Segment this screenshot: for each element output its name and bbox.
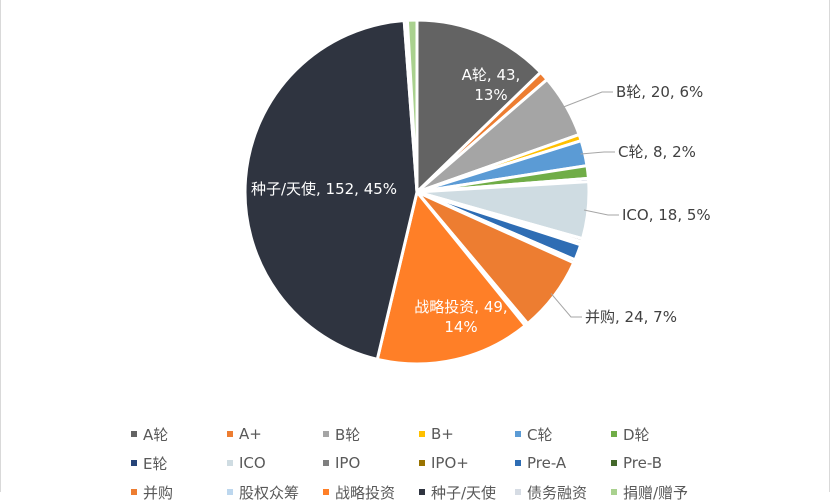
leader-line [583,209,619,216]
legend-label: 捐赠/赠予 [623,483,689,502]
legend-label: IPO [335,454,361,472]
leader-line [550,293,582,318]
legend-label: Pre-B [623,454,663,472]
legend-swatch [323,460,329,466]
legend-label: ICO [239,454,266,472]
legend-item: IPO [323,453,419,473]
legend-label: C轮 [527,425,553,444]
legend-label: B轮 [335,425,361,444]
legend-label: 种子/天使 [431,483,497,502]
pie-chart: A轮, 43, 13% B轮, 20, 6% C轮, 8, 2% ICO, 18, 5%… [243,18,711,366]
legend-swatch [131,431,137,437]
legend-label: 股权众筹 [239,483,300,502]
legend-item: Pre-A [515,453,611,473]
legend-swatch [323,431,329,437]
legend: A轮 A+ B轮 B+ C轮 D轮 E轮 ICO IPO IPO+ Pre-A Pre-B 并购 股权众筹… [131,424,731,502]
legend-item: IPO+ [419,453,515,473]
legend-swatch [323,489,329,495]
legend-label: 战略投资 [335,483,396,502]
data-label: C轮, 8, 2% [618,143,696,161]
legend-swatch [611,489,617,495]
legend-label: IPO+ [431,454,469,472]
legend-item: Pre-B [611,453,707,473]
legend-swatch [131,460,137,466]
leader-line [580,151,615,155]
legend-swatch [419,460,425,466]
legend-label: 并购 [143,483,174,502]
legend-item: 种子/天使 [419,482,515,502]
legend-item: ICO [227,453,323,473]
legend-swatch [515,460,521,466]
data-label: B轮, 20, 6% [616,83,703,101]
legend-item: A+ [227,424,323,444]
data-label: A轮, 43, 13% [462,66,521,104]
data-label: 战略投资, 49, 14% [414,298,507,336]
legend-swatch [611,460,617,466]
legend-swatch [227,431,233,437]
legend-item: 并购 [131,482,227,502]
legend-swatch [131,489,137,495]
data-label: ICO, 18, 5% [622,206,711,224]
legend-swatch [227,460,233,466]
legend-swatch [611,431,617,437]
legend-item: A轮 [131,424,227,444]
pie-slice-14 [375,188,528,366]
legend-item: C轮 [515,424,611,444]
pie-slice-0 [415,18,543,196]
legend-item: 股权众筹 [227,482,323,502]
legend-label: A轮 [143,425,169,444]
data-label: 并购, 24, 7% [585,308,677,326]
legend-label: Pre-A [527,454,567,472]
pie-slice-15 [243,18,419,362]
legend-label: E轮 [143,454,168,473]
legend-label: B+ [431,425,454,443]
legend-swatch [515,489,521,495]
legend-item: 债务融资 [515,482,611,502]
legend-swatch [227,489,233,495]
legend-item: D轮 [611,424,707,444]
legend-item: 捐赠/赠予 [611,482,707,502]
pie-slice-17 [405,18,419,193]
legend-item: 战略投资 [323,482,419,502]
leader-line [562,91,613,108]
legend-item: E轮 [131,453,227,473]
legend-label: 债务融资 [527,483,588,502]
legend-item: B轮 [323,424,419,444]
legend-label: D轮 [623,425,650,444]
legend-swatch [515,431,521,437]
legend-swatch [419,489,425,495]
data-label: 种子/天使, 152, 45% [251,180,397,198]
legend-label: A+ [239,425,262,443]
legend-swatch [419,431,425,437]
legend-item: B+ [419,424,515,444]
